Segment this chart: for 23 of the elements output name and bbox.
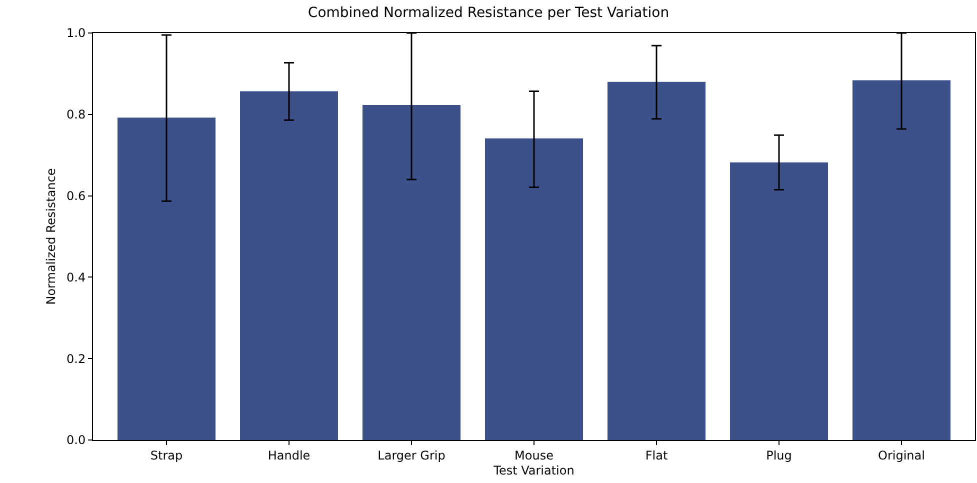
x-tick-label: Strap: [150, 448, 183, 462]
y-tick-label: 0.8: [66, 108, 86, 122]
bar: [485, 138, 583, 440]
x-axis-title: Test Variation: [492, 463, 574, 478]
x-tick-label: Larger Grip: [378, 448, 446, 462]
x-tick-label: Plug: [766, 448, 792, 462]
y-axis-title: Normalized Resistance: [44, 168, 58, 305]
y-tick-label: 0.6: [66, 189, 86, 203]
bar: [362, 105, 460, 440]
y-tick-label: 0.4: [66, 270, 86, 284]
x-tick-label: Handle: [268, 448, 310, 462]
bar: [730, 162, 828, 440]
y-tick-label: 1.0: [66, 26, 86, 40]
bar: [240, 91, 338, 440]
x-tick-label: Mouse: [514, 448, 554, 462]
chart-title: Combined Normalized Resistance per Test Variation: [308, 5, 670, 22]
y-tick-label: 0.2: [66, 352, 86, 366]
x-tick-label: Flat: [645, 448, 668, 462]
bar: [608, 82, 706, 440]
bar: [852, 80, 950, 440]
y-tick-label: 0.0: [66, 433, 86, 448]
bar: [118, 118, 216, 440]
x-tick-label: Original: [878, 448, 925, 462]
